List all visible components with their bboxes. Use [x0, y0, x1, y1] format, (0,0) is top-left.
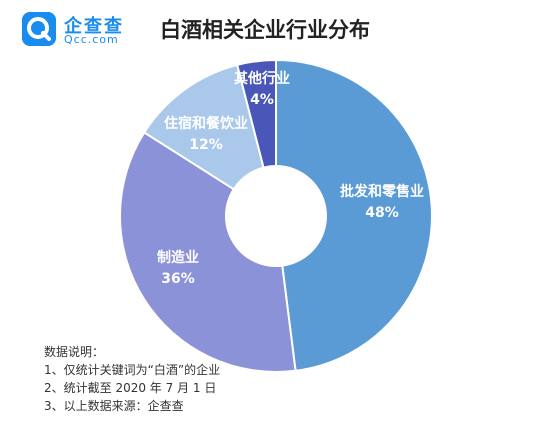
- note-item-2: 2、统计截至 2020 年 7 月 1 日: [44, 381, 217, 395]
- data-notes: 数据说明： 1、仅统计关键词为“白酒”的企业 2、统计截至 2020 年 7 月…: [44, 343, 364, 415]
- slice-2: [119, 131, 297, 373]
- slice-label-4: 其他行业: [234, 70, 290, 87]
- slice-label-3: 住宿和餐饮业: [164, 115, 248, 132]
- slice-label-2: 制造业: [157, 249, 199, 266]
- slice-value-1: 48%: [365, 205, 399, 221]
- page-title: 白酒相关企业行业分布: [160, 18, 370, 42]
- header: 企查查 Qcc.com 白酒相关企业行业分布: [0, 0, 550, 58]
- slice-3: [142, 63, 265, 191]
- qcc-logo-icon: [22, 12, 56, 46]
- slice-value-3: 12%: [189, 137, 223, 153]
- note-item-1: 1、仅统计关键词为“白酒”的企业: [44, 363, 221, 377]
- slice-label-1: 批发和零售业: [340, 183, 424, 200]
- brand-logo: 企查查 Qcc.com: [22, 12, 148, 48]
- slice-1: [275, 58, 433, 372]
- slice-4: [235, 58, 277, 169]
- slice-value-4: 4%: [250, 92, 274, 108]
- brand-domain: Qcc.com: [64, 33, 119, 46]
- note-item-3: 3、以上数据来源：企查查: [44, 399, 184, 413]
- notes-heading: 数据说明：: [44, 345, 105, 359]
- slice-value-2: 36%: [161, 271, 195, 287]
- brand-name: 企查查: [64, 16, 124, 37]
